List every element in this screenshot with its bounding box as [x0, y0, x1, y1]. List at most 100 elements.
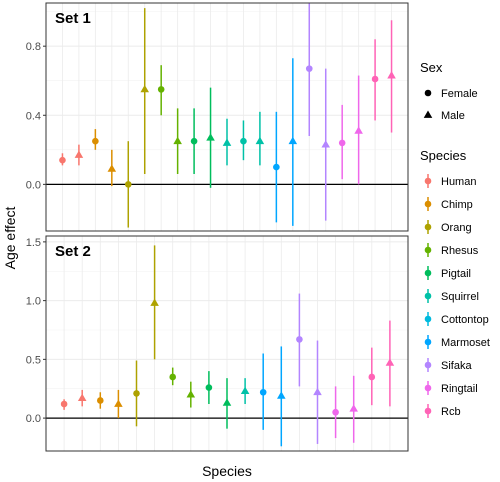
- legend-key-dot: [424, 315, 432, 323]
- y-tick-label: 1.5: [26, 237, 41, 249]
- legend-key-ringtail: Ringtail: [424, 381, 478, 395]
- data-point-marmoset-female: [259, 353, 267, 430]
- legend-species-title: Species: [420, 148, 467, 163]
- y-tick-label: 1.0: [26, 296, 41, 308]
- point-marker-triangle: [114, 399, 123, 407]
- data-point-human-male: [74, 144, 84, 166]
- y-tick-label: 0.0: [26, 179, 41, 191]
- data-point-rcb-female: [371, 39, 379, 121]
- legend-key-pigtail: Pigtail: [424, 266, 471, 280]
- legend-key-dot: [424, 361, 432, 369]
- legend-species: Species Human Chimp Orang Rhesus Pigtail Squir…: [420, 148, 490, 418]
- data-point-orang-male: [140, 8, 150, 174]
- data-point-marmoset-female: [273, 111, 280, 223]
- point-marker-circle: [240, 137, 247, 145]
- data-point-orang-male: [150, 245, 159, 360]
- legend-species-label: Squirrel: [441, 291, 479, 303]
- legend-species-label: Rcb: [441, 406, 461, 418]
- data-point-sifaka-male: [313, 340, 322, 444]
- point-marker-triangle: [173, 136, 182, 145]
- point-marker-circle: [338, 139, 346, 147]
- point-marker-triangle: [385, 358, 395, 366]
- point-marker-circle: [332, 408, 339, 416]
- data-point-pigtail-female: [205, 371, 213, 405]
- data-point-ringtail-female: [332, 386, 339, 439]
- y-tick-label: 0.4: [26, 110, 41, 122]
- legend-triangle-icon: [423, 110, 433, 118]
- data-point-sifaka-female: [296, 293, 303, 387]
- y-tick-label: 0.5: [26, 354, 41, 366]
- point-marker-circle: [305, 65, 313, 72]
- y-tick-label: 0.8: [26, 41, 41, 53]
- point-marker-circle: [169, 373, 176, 381]
- legend-species-label: Ringtail: [441, 383, 478, 395]
- legend-key-cottontop: Cottontop: [424, 312, 489, 326]
- legend-species-label: Cottontop: [441, 314, 489, 326]
- point-marker-triangle: [313, 387, 322, 396]
- data-point-ringtail-male: [349, 375, 358, 443]
- legend-species-label: Orang: [441, 222, 472, 234]
- point-marker-circle: [371, 75, 379, 83]
- data-point-rcb-female: [368, 347, 376, 406]
- data-point-squirrel-male: [240, 378, 250, 405]
- point-marker-triangle: [387, 71, 396, 79]
- data-point-chimp-male: [114, 389, 123, 419]
- point-marker-triangle: [140, 84, 150, 93]
- data-point-rcb-male: [385, 320, 395, 407]
- legend-key-dot: [424, 177, 432, 185]
- legend-species-label: Rhesus: [441, 245, 479, 257]
- point-marker-circle: [133, 390, 140, 397]
- legend-key-marmoset: Marmoset: [424, 335, 490, 349]
- data-point-marmoset-male: [277, 346, 286, 447]
- point-marker-circle: [205, 384, 213, 391]
- point-marker-triangle: [321, 140, 331, 148]
- data-point-chimp-female: [92, 129, 99, 150]
- point-marker-triangle: [150, 298, 159, 306]
- point-marker-circle: [157, 86, 165, 93]
- legend-key-dot: [424, 384, 432, 392]
- point-marker-triangle: [222, 138, 232, 146]
- data-point-rhesus-female: [169, 367, 176, 386]
- point-marker-triangle: [186, 390, 196, 398]
- data-point-rhesus-male: [186, 381, 196, 408]
- data-point-orang-female: [124, 141, 132, 228]
- point-marker-triangle: [222, 398, 232, 406]
- point-marker-circle: [92, 137, 99, 145]
- data-point-ringtail-female: [338, 104, 346, 180]
- legend-key-dot: [424, 338, 432, 346]
- point-marker-triangle: [354, 126, 363, 134]
- data-point-pigtail-male: [222, 378, 232, 429]
- data-point-rcb-male: [387, 20, 396, 133]
- legend-key-human: Human: [424, 174, 476, 188]
- data-point-chimp-male: [107, 149, 117, 187]
- point-marker-circle: [273, 163, 280, 171]
- point-marker-triangle: [107, 164, 117, 172]
- panel-label: Set 2: [55, 243, 91, 260]
- point-marker-triangle: [240, 386, 250, 395]
- point-marker-triangle: [255, 136, 265, 145]
- legend-sex-label: Female: [441, 88, 478, 100]
- y-tick-label: 0.0: [26, 413, 41, 425]
- point-marker-triangle: [77, 393, 87, 402]
- point-marker-circle: [296, 336, 303, 343]
- legend-key-squirrel: Squirrel: [424, 289, 479, 303]
- point-marker-triangle: [206, 133, 215, 141]
- data-point-human-female: [59, 153, 66, 166]
- legend-key-dot: [424, 246, 432, 254]
- legend-key-rcb: Rcb: [424, 404, 461, 418]
- data-point-squirrel-male: [222, 118, 232, 166]
- panel-label: Set 1: [55, 10, 91, 27]
- data-point-rhesus-female: [157, 65, 165, 116]
- data-point-chimp-female: [97, 392, 104, 409]
- panel-border: [45, 2, 409, 232]
- point-marker-circle: [60, 400, 68, 408]
- data-point-rhesus-male: [173, 108, 182, 174]
- point-marker-circle: [97, 397, 104, 404]
- point-marker-triangle: [74, 150, 84, 158]
- data-point-orang-female: [133, 360, 140, 427]
- legend-key-sifaka: Sifaka: [424, 358, 472, 372]
- point-marker-circle: [59, 156, 66, 164]
- data-point-marmoset-male: [288, 58, 298, 226]
- point-marker-triangle: [349, 404, 358, 412]
